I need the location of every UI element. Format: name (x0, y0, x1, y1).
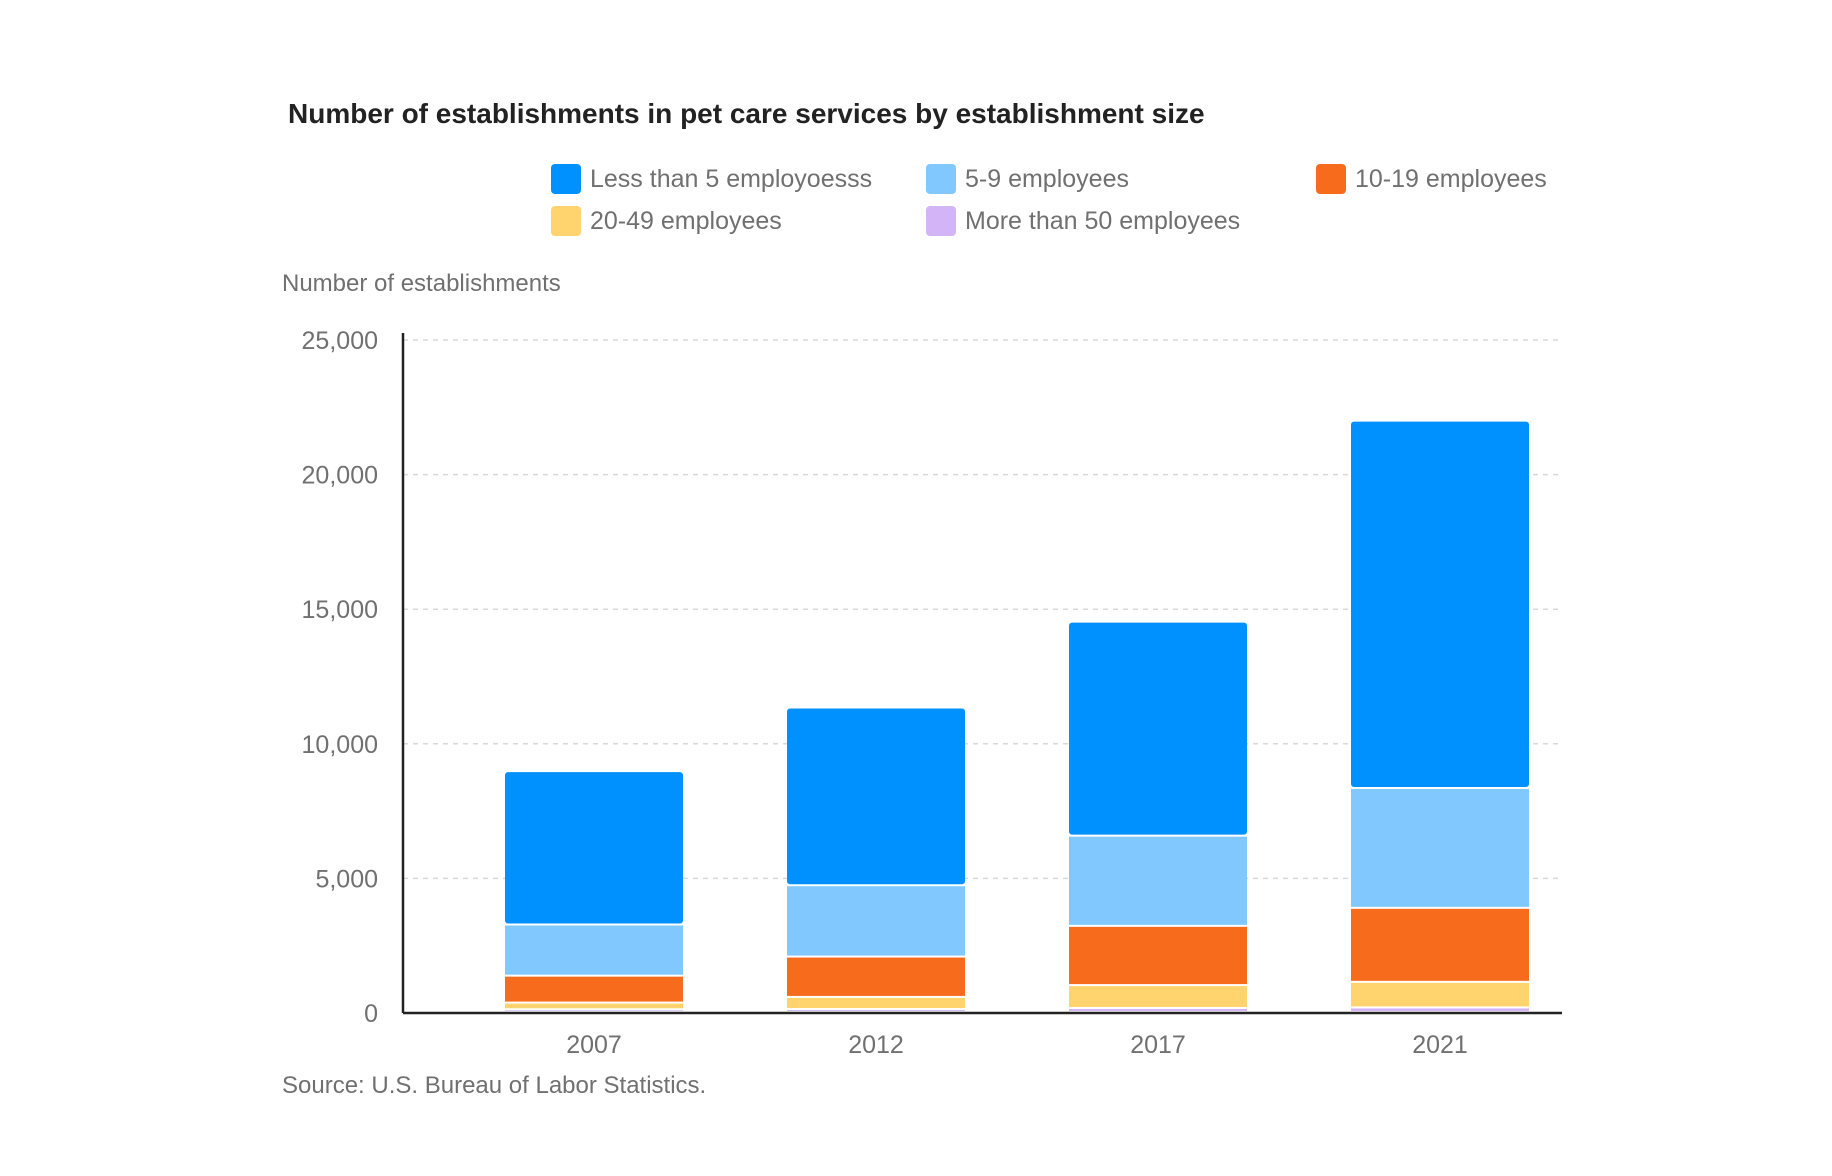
bar-segment (505, 976, 683, 1002)
legend-label: 20-49 employees (590, 206, 782, 235)
bar-segment (787, 957, 965, 996)
legend-swatch (926, 164, 956, 194)
bar-segment (787, 708, 965, 885)
bar-segment (1351, 421, 1529, 788)
legend-item-5-9: 5-9 employees (926, 162, 1129, 196)
y-tick-label: 20,000 (302, 462, 378, 490)
bar-segment (1351, 982, 1529, 1007)
bar-segment (787, 997, 965, 1009)
bar-segment (1069, 1008, 1247, 1011)
bar-segment (1069, 836, 1247, 925)
legend-label: 10-19 employees (1355, 164, 1547, 193)
legend-label: Less than 5 employoesss (590, 164, 873, 193)
legend-item-more-than-50: More than 50 employees (926, 204, 1240, 238)
bar-segment (1069, 622, 1247, 835)
x-tick-label: 2021 (1412, 1031, 1468, 1059)
y-tick-label: 0 (364, 1000, 378, 1028)
legend-label: More than 50 employees (965, 206, 1241, 235)
x-tick-label: 2007 (566, 1031, 622, 1059)
bar-segment (787, 886, 965, 956)
legend-swatch (551, 206, 581, 236)
bar-segment (787, 1010, 965, 1011)
y-tick-label: 10,000 (302, 731, 378, 759)
chart-title: Number of establishments in pet care ser… (288, 98, 1205, 129)
legend-item-10-19: 10-19 employees (1316, 162, 1547, 196)
y-tick-label: 5,000 (315, 865, 378, 893)
bar-segment (505, 1003, 683, 1009)
legend-swatch (551, 164, 581, 194)
bar-segment (1351, 789, 1529, 907)
legend-item-less-than-5: Less than 5 employoesss (551, 162, 872, 196)
legend-item-20-49: 20-49 employees (551, 204, 782, 238)
y-tick-label: 15,000 (302, 596, 378, 624)
bar-segment (1069, 926, 1247, 985)
bar-segment (1069, 986, 1247, 1007)
bar-segment (1351, 1008, 1529, 1011)
bar-segment (505, 772, 683, 924)
legend-label: 5-9 employees (965, 164, 1129, 193)
legend-swatch (1316, 164, 1346, 194)
y-axis-title: Number of establishments (282, 270, 561, 297)
x-tick-label: 2012 (848, 1031, 904, 1059)
bar-segment (1351, 908, 1529, 981)
bar-segment (505, 1010, 683, 1011)
source-note: Source: U.S. Bureau of Labor Statistics. (282, 1072, 707, 1099)
bar-segment (505, 925, 683, 975)
x-tick-label: 2017 (1130, 1031, 1186, 1059)
y-tick-label: 25,000 (302, 327, 378, 355)
legend-swatch (926, 206, 956, 236)
